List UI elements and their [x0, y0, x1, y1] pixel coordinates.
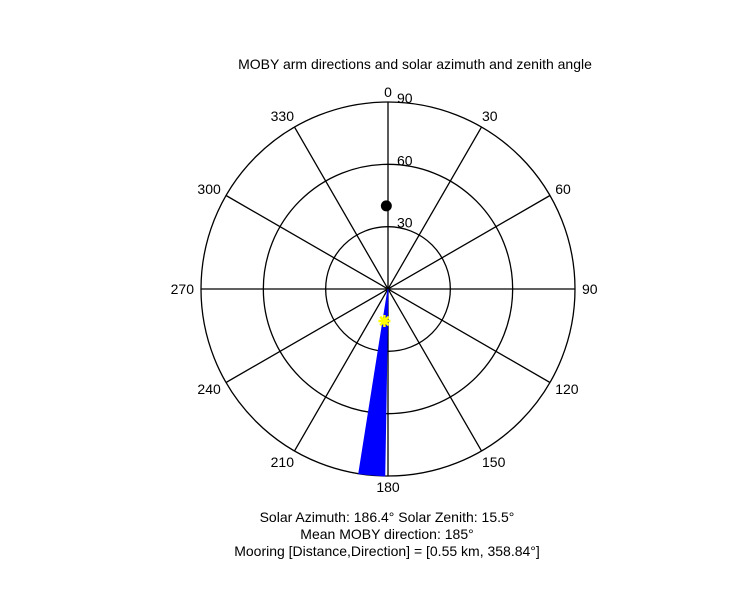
angle-tick-120: 120 — [555, 381, 579, 397]
angle-tick-330: 330 — [271, 108, 295, 124]
angle-tick-labels: 0 30 60 90 120 150 180 210 240 270 300 330 — [171, 84, 598, 495]
radial-tick-60: 60 — [397, 152, 413, 168]
angle-tick-270: 270 — [171, 281, 195, 297]
chart-title: MOBY arm directions and solar azimuth an… — [238, 56, 592, 72]
mean-moby-direction-text: Mean MOBY direction: 185° — [300, 526, 473, 542]
angle-tick-180: 180 — [376, 479, 400, 495]
angle-tick-300: 300 — [197, 181, 221, 197]
angle-tick-150: 150 — [482, 454, 506, 470]
angle-tick-90: 90 — [582, 281, 598, 297]
angle-tick-240: 240 — [197, 381, 221, 397]
data-marks — [358, 200, 392, 477]
solar-info-text: Solar Azimuth: 186.4° Solar Zenith: 15.5… — [260, 509, 515, 525]
radial-tick-90: 90 — [397, 90, 413, 106]
moby-arm-wedge — [358, 288, 389, 477]
radial-tick-labels: 30 60 90 — [397, 90, 413, 231]
mooring-position-marker — [380, 200, 392, 212]
mooring-info-text: Mooring [Distance,Direction] = [0.55 km,… — [234, 543, 540, 559]
angle-tick-30: 30 — [482, 108, 498, 124]
star-ray — [379, 315, 390, 327]
angle-tick-210: 210 — [271, 454, 295, 470]
radial-tick-30: 30 — [397, 215, 413, 231]
angle-tick-0: 0 — [384, 84, 392, 100]
angle-tick-60: 60 — [555, 181, 571, 197]
solar-position-marker — [378, 315, 391, 328]
